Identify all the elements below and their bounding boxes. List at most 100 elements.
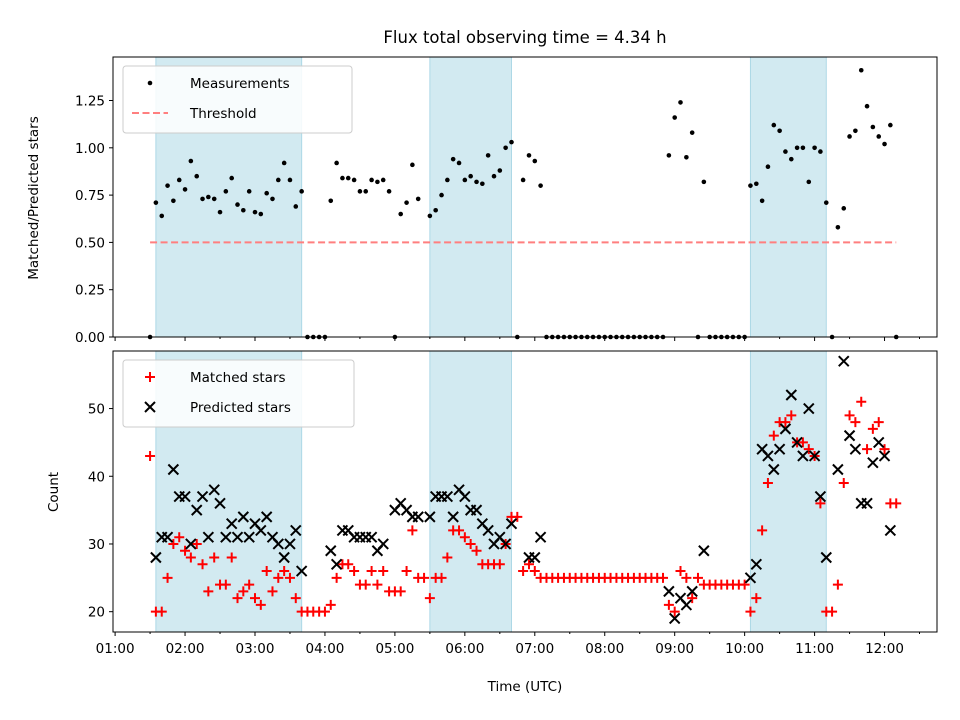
predicted-star-point — [768, 463, 780, 476]
observing-window-2 — [429, 56, 512, 338]
matched-star-point — [162, 572, 173, 583]
predicted-star-point — [377, 538, 389, 550]
matched-star-point — [168, 538, 179, 549]
matched-star-point — [424, 593, 435, 604]
measurement-point — [258, 211, 264, 217]
legend-measurement-swatch — [147, 80, 153, 86]
measurement-point — [363, 189, 369, 194]
matched-star-point — [174, 532, 185, 543]
y-tick-label: 40 — [88, 469, 105, 485]
matched-star-point — [891, 498, 902, 509]
measurement-point — [864, 103, 870, 109]
measurement-point — [275, 177, 281, 183]
matched-star-point — [862, 444, 873, 455]
predicted-star-point — [284, 538, 296, 550]
measurement-point — [847, 134, 852, 139]
measurement-point — [194, 173, 200, 179]
predicted-star-point — [272, 538, 284, 550]
matched-star-point — [279, 566, 290, 577]
measurement-point — [427, 213, 433, 219]
matched-star-point — [459, 532, 470, 543]
measurement-point — [858, 67, 864, 73]
y-tick-label: 1.25 — [75, 94, 105, 110]
measurement-point — [357, 189, 363, 194]
measurement-point — [538, 183, 543, 188]
matched-star-point — [687, 593, 698, 604]
measurement-point — [415, 196, 421, 202]
measurement-point — [252, 209, 258, 215]
predicted-star-point — [482, 524, 494, 537]
predicted-star-point — [220, 531, 232, 543]
legend-matched-swatch — [145, 372, 155, 382]
measurement-point — [794, 145, 800, 151]
measurement-point — [754, 181, 759, 187]
matched-star-point — [349, 566, 360, 577]
measurement-point — [287, 177, 293, 183]
measurement-point — [684, 154, 689, 160]
measurement-point — [206, 194, 211, 200]
measurement-point — [806, 179, 812, 185]
x-tick-label: 02:00 — [166, 641, 205, 657]
y-tick-label: 0.75 — [75, 188, 105, 204]
matched-star-point — [512, 511, 523, 522]
measurement-point — [678, 100, 683, 105]
matched-star-point — [331, 572, 342, 583]
matched-star-point — [273, 572, 284, 583]
matched-star-point — [401, 566, 412, 577]
matched-star-point — [797, 437, 808, 448]
predicted-star-point — [680, 599, 693, 611]
measurement-point — [369, 177, 374, 183]
measurement-point — [375, 179, 380, 185]
measurement-point — [351, 177, 357, 183]
x-tick-label: 03:00 — [236, 641, 275, 657]
predicted-star-point — [191, 504, 203, 516]
matched-star-point — [867, 423, 878, 434]
measurement-point — [246, 189, 252, 194]
measurement-point — [456, 160, 462, 166]
matched-star-point — [220, 579, 231, 590]
matched-star-point — [751, 593, 762, 604]
x-tick-label: 01:00 — [96, 641, 135, 657]
matched-star-point — [850, 417, 861, 428]
matched-star-point — [145, 450, 156, 461]
predicted-star-point — [441, 490, 454, 503]
predicted-star-point — [797, 450, 809, 462]
predicted-star-point — [773, 443, 786, 455]
matched-star-point — [319, 606, 330, 617]
measurement-point — [882, 141, 887, 147]
measurement-point — [812, 145, 817, 151]
predicted-star-point — [196, 490, 209, 503]
measurement-point — [503, 145, 508, 151]
chart-title: Flux total observing time = 4.34 h — [383, 28, 666, 47]
legend-box — [122, 359, 355, 428]
predicted-star-point — [365, 531, 378, 543]
y-tick-label: 0.25 — [75, 283, 105, 299]
measurement-point — [200, 196, 205, 202]
predicted-star-point — [499, 538, 512, 550]
matched-star-point — [844, 410, 855, 421]
matched-star-point — [827, 606, 838, 617]
predicted-star-point — [808, 450, 821, 462]
predicted-star-point — [861, 497, 873, 510]
matched-star-point — [757, 525, 768, 536]
measurement-point — [334, 160, 339, 166]
x-axis-label: Time (UTC) — [487, 679, 563, 695]
matched-star-point — [832, 579, 843, 590]
matched-star-point — [879, 444, 890, 455]
predicted-star-point — [832, 463, 844, 476]
matched-star-point — [658, 572, 669, 583]
matched-star-point — [180, 545, 191, 556]
predicted-star-point — [424, 511, 436, 523]
matched-star-point — [372, 579, 383, 590]
matched-star-point — [226, 552, 237, 563]
predicted-star-point — [243, 531, 255, 543]
matched-star-point — [768, 430, 779, 441]
matched-star-point — [191, 538, 202, 549]
measurement-point — [777, 128, 782, 134]
predicted-star-point — [873, 436, 885, 449]
measurement-point — [165, 183, 170, 188]
matched-star-point — [681, 572, 692, 583]
matched-star-point — [378, 566, 389, 577]
predicted-star-point — [260, 511, 273, 523]
predicted-star-point — [412, 511, 424, 523]
